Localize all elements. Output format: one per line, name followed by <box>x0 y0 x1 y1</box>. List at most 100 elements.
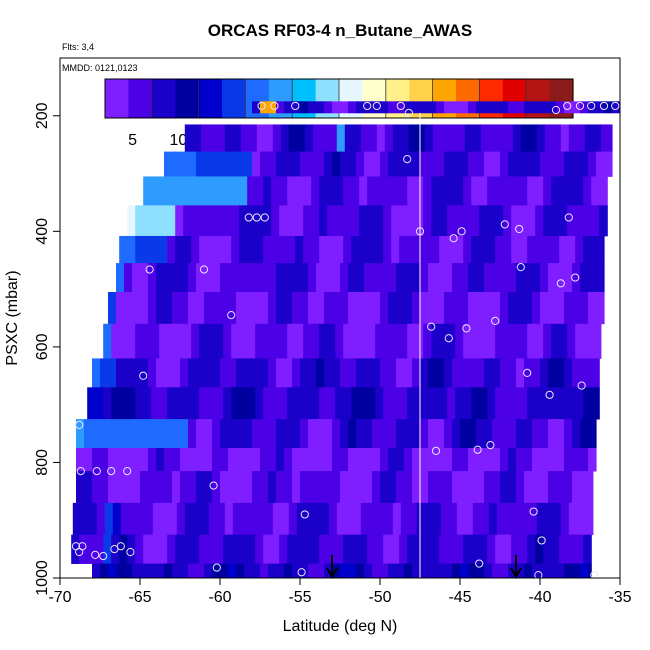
heatmap-cell <box>559 323 568 359</box>
heatmap-cell <box>124 448 133 472</box>
heatmap-cell <box>360 124 370 152</box>
heatmap-cell <box>391 387 400 420</box>
heatmap-cell <box>532 448 541 472</box>
heatmap-cell <box>463 323 472 359</box>
heatmap-cell <box>271 205 280 237</box>
heatmap-cell <box>364 419 373 449</box>
heatmap-cell <box>167 323 176 359</box>
heatmap-cell <box>220 419 229 449</box>
heatmap-cell <box>268 358 277 388</box>
heatmap-cell <box>400 502 410 536</box>
heatmap-cell <box>172 419 181 449</box>
heatmap-cell <box>367 534 376 564</box>
y-tick-label: 1000 <box>34 560 51 596</box>
heatmap-cell <box>215 235 224 264</box>
heatmap-cell <box>260 101 269 114</box>
heatmap-cell <box>284 101 293 114</box>
heatmap-cell <box>247 205 256 237</box>
heatmap-cell <box>132 448 141 472</box>
heatmap-cell <box>255 387 264 420</box>
heatmap-cell <box>204 471 213 504</box>
heatmap-cell <box>424 124 434 152</box>
heatmap-cell <box>540 151 549 177</box>
heatmap-cell <box>556 419 565 449</box>
heatmap-cell <box>484 563 493 578</box>
heatmap-cell <box>156 358 165 388</box>
heatmap-cell <box>392 124 402 152</box>
heatmap-cell <box>268 151 277 177</box>
heatmap-cell <box>575 387 584 420</box>
heatmap-cell <box>132 471 141 504</box>
heatmap-cell <box>300 151 309 177</box>
heatmap-cell <box>252 358 261 388</box>
heatmap-cell <box>559 176 568 206</box>
heatmap-cell <box>608 124 613 152</box>
heatmap-cell <box>348 151 357 177</box>
heatmap-cell <box>276 563 285 578</box>
heatmap-cell <box>300 419 309 449</box>
heatmap-cell <box>391 176 400 206</box>
heatmap-cell <box>383 387 392 420</box>
heatmap-cell <box>223 176 232 206</box>
heatmap-cell <box>372 358 381 388</box>
colorbar-tick-label: 5 <box>128 132 137 149</box>
heatmap-cell <box>247 387 256 420</box>
heatmap-cell <box>132 358 141 388</box>
heatmap-cell <box>316 419 325 449</box>
heatmap-cell <box>388 358 397 388</box>
heatmap-cell <box>252 292 261 325</box>
heatmap-cell <box>359 235 368 264</box>
heatmap-cell <box>420 151 429 177</box>
heatmap-cell <box>335 205 344 237</box>
heatmap-cell <box>532 563 541 578</box>
heatmap-cell <box>508 292 517 325</box>
heatmap-cell <box>524 358 533 388</box>
heatmap-cell <box>164 292 173 325</box>
heatmap-cell <box>383 205 392 237</box>
heatmap-cell <box>247 323 256 359</box>
heatmap-cell <box>356 358 365 388</box>
heatmap-cell <box>199 323 208 359</box>
heatmap-cell <box>180 471 189 504</box>
heatmap-cell <box>348 292 357 325</box>
heatmap-cell <box>175 176 184 206</box>
sample-marker <box>116 542 125 551</box>
heatmap-cell <box>599 205 608 237</box>
heatmap-cell <box>311 323 320 359</box>
heatmap-cell <box>364 151 373 177</box>
heatmap-cell <box>284 448 293 472</box>
heatmap-cell <box>476 151 485 177</box>
heatmap-cell <box>372 101 381 114</box>
heatmap-cell <box>551 235 560 264</box>
heatmap-cell <box>192 502 202 536</box>
heatmap-cell <box>276 263 285 293</box>
heatmap-cell <box>420 292 429 325</box>
heatmap-cell <box>391 205 400 237</box>
heatmap-cell <box>92 471 101 504</box>
heatmap-cell <box>108 448 117 472</box>
heatmap-cell <box>407 235 416 264</box>
heatmap-cell <box>151 534 160 564</box>
heatmap-cell <box>340 471 349 504</box>
heatmap-cell <box>468 563 477 578</box>
heatmap-cell <box>444 448 453 472</box>
heatmap-cell <box>188 151 197 177</box>
heatmap-cell <box>264 124 274 152</box>
heatmap-cell <box>479 176 488 206</box>
sample-marker <box>599 101 609 111</box>
heatmap-cell <box>96 502 106 536</box>
heatmap-cell <box>487 323 496 359</box>
heatmap-cell <box>303 534 312 564</box>
heatmap-cell <box>231 176 240 206</box>
heatmap-cell <box>252 419 261 449</box>
heatmap-cell <box>132 292 141 325</box>
heatmap-cell <box>447 387 456 420</box>
heatmap-cell <box>180 358 189 388</box>
heatmap-cell <box>511 534 520 564</box>
heatmap-cell <box>196 263 205 293</box>
sample-marker <box>545 390 554 399</box>
heatmap-cell <box>580 471 589 504</box>
heatmap-cell <box>156 292 165 325</box>
heatmap-cell <box>380 471 389 504</box>
heatmap-cell <box>239 235 248 264</box>
